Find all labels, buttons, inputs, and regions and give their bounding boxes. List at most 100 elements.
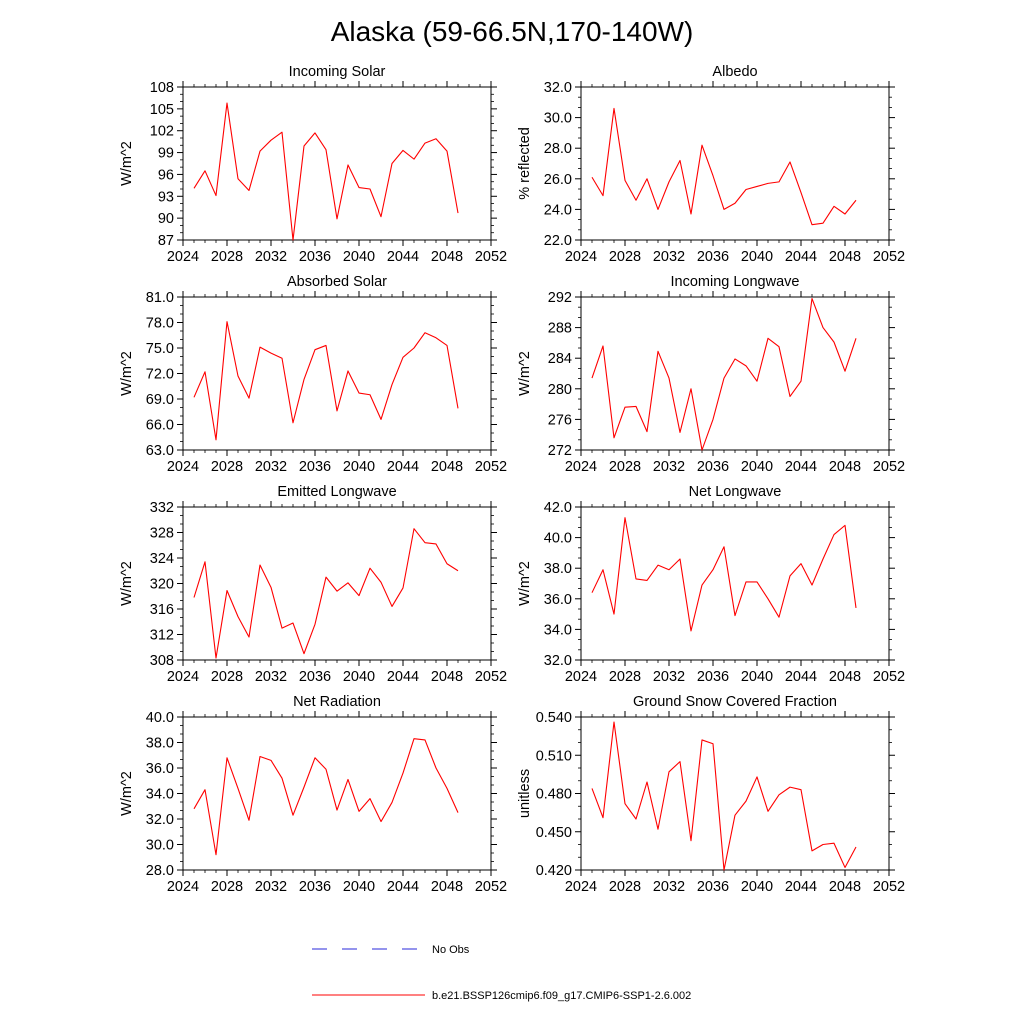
x-tick-label: 2036 [697,459,729,475]
x-tick-label: 2028 [211,669,243,685]
x-tick-label: 2024 [565,459,597,475]
x-tick-label: 2044 [785,459,817,475]
x-tick-label: 2040 [343,249,375,265]
chart-panel: Incoming Longwave W/m^2 2024 2028 2032 2036 20… [517,274,905,475]
x-tick-label: 2044 [785,249,817,265]
y-tick-label: 90 [158,211,174,227]
x-tick-label: 2036 [697,879,729,895]
x-tick-label: 2024 [565,879,597,895]
x-tick-label: 2032 [255,669,287,685]
y-tick-label: 28.0 [544,141,572,157]
plot-frame [580,86,890,241]
y-tick-label: 276 [548,412,572,428]
y-tick-label: 316 [150,602,174,618]
y-tick-label: 280 [548,382,572,398]
x-tick-label: 2040 [343,879,375,895]
series-line [193,528,459,659]
y-tick-label: 22.0 [544,233,572,249]
y-tick-label: 0.480 [536,787,572,803]
y-axis-label: W/m^2 [119,771,135,816]
x-tick-label: 2036 [697,249,729,265]
y-tick-label: 288 [548,321,572,337]
y-tick-label: 36.0 [146,761,174,777]
y-tick-label: 40.0 [146,710,174,726]
y-tick-label: 38.0 [544,561,572,577]
y-tick-label: 72.0 [146,367,174,383]
x-tick-label: 2028 [609,879,641,895]
y-tick-label: 0.450 [536,825,572,841]
series-line [193,738,459,856]
y-tick-label: 328 [150,526,174,542]
y-tick-label: 63.0 [146,443,174,459]
x-tick-label: 2024 [167,249,199,265]
x-tick-label: 2032 [653,459,685,475]
y-tick-label: 42.0 [544,500,572,516]
x-tick-label: 2028 [211,249,243,265]
x-tick-label: 2040 [343,459,375,475]
y-tick-label: 81.0 [146,290,174,306]
x-tick-label: 2052 [873,879,905,895]
chart-panel: Albedo % reflected 2024 2028 2032 2036 2040 204… [517,64,905,265]
panel-title: Absorbed Solar [287,274,387,290]
y-axis-label: % reflected [517,127,533,200]
figure-title: Alaska (59-66.5N,170-140W) [331,16,694,47]
y-tick-label: 32.0 [544,653,572,669]
x-tick-label: 2036 [299,879,331,895]
series-line [591,297,857,451]
panel-title: Net Longwave [689,484,782,500]
series-line [591,517,857,632]
x-tick-label: 2028 [609,249,641,265]
y-tick-label: 34.0 [544,622,572,638]
x-tick-label: 2048 [829,669,861,685]
y-tick-label: 38.0 [146,736,174,752]
y-tick-label: 87 [158,233,174,249]
y-tick-label: 30.0 [146,838,174,854]
y-axis-label: W/m^2 [517,561,533,606]
x-tick-label: 2052 [475,249,507,265]
x-tick-label: 2048 [829,249,861,265]
x-tick-label: 2052 [873,669,905,685]
y-tick-label: 312 [150,628,174,644]
y-tick-label: 34.0 [146,787,174,803]
x-tick-label: 2044 [387,459,419,475]
y-tick-label: 32.0 [146,812,174,828]
x-tick-label: 2052 [475,879,507,895]
x-tick-label: 2048 [431,669,463,685]
chart-panel: Net Longwave W/m^2 2024 2028 2032 2036 2040 204… [517,484,905,685]
y-axis-label: W/m^2 [119,561,135,606]
x-tick-label: 2044 [387,249,419,265]
series-line [193,102,459,241]
x-tick-label: 2032 [255,459,287,475]
x-tick-label: 2040 [343,669,375,685]
y-tick-label: 40.0 [544,531,572,547]
x-tick-label: 2024 [167,459,199,475]
x-tick-label: 2036 [299,459,331,475]
y-tick-label: 69.0 [146,392,174,408]
x-tick-label: 2032 [255,879,287,895]
x-tick-label: 2048 [431,459,463,475]
y-tick-label: 292 [548,290,572,306]
series-line [591,721,857,871]
x-tick-label: 2052 [873,249,905,265]
y-tick-label: 30.0 [544,111,572,127]
x-tick-label: 2024 [167,879,199,895]
y-tick-label: 78.0 [146,316,174,332]
y-tick-label: 0.540 [536,710,572,726]
x-tick-label: 2028 [609,669,641,685]
plot-frame [580,296,890,451]
legend: No Obs b.e21.BSSP126cmip6.f09_g17.CMIP6-… [312,944,691,1002]
y-tick-label: 0.420 [536,863,572,879]
x-tick-label: 2040 [741,879,773,895]
plot-frame [580,716,890,871]
y-tick-label: 24.0 [544,202,572,218]
plot-frame [182,296,492,451]
x-tick-label: 2052 [873,459,905,475]
y-tick-label: 96 [158,167,174,183]
x-tick-label: 2052 [475,459,507,475]
x-tick-label: 2024 [167,669,199,685]
x-tick-label: 2036 [697,669,729,685]
legend-model-label: b.e21.BSSP126cmip6.f09_g17.CMIP6-SSP1-2.… [432,990,691,1002]
x-tick-label: 2028 [609,459,641,475]
x-tick-label: 2040 [741,249,773,265]
y-tick-label: 102 [150,124,174,140]
